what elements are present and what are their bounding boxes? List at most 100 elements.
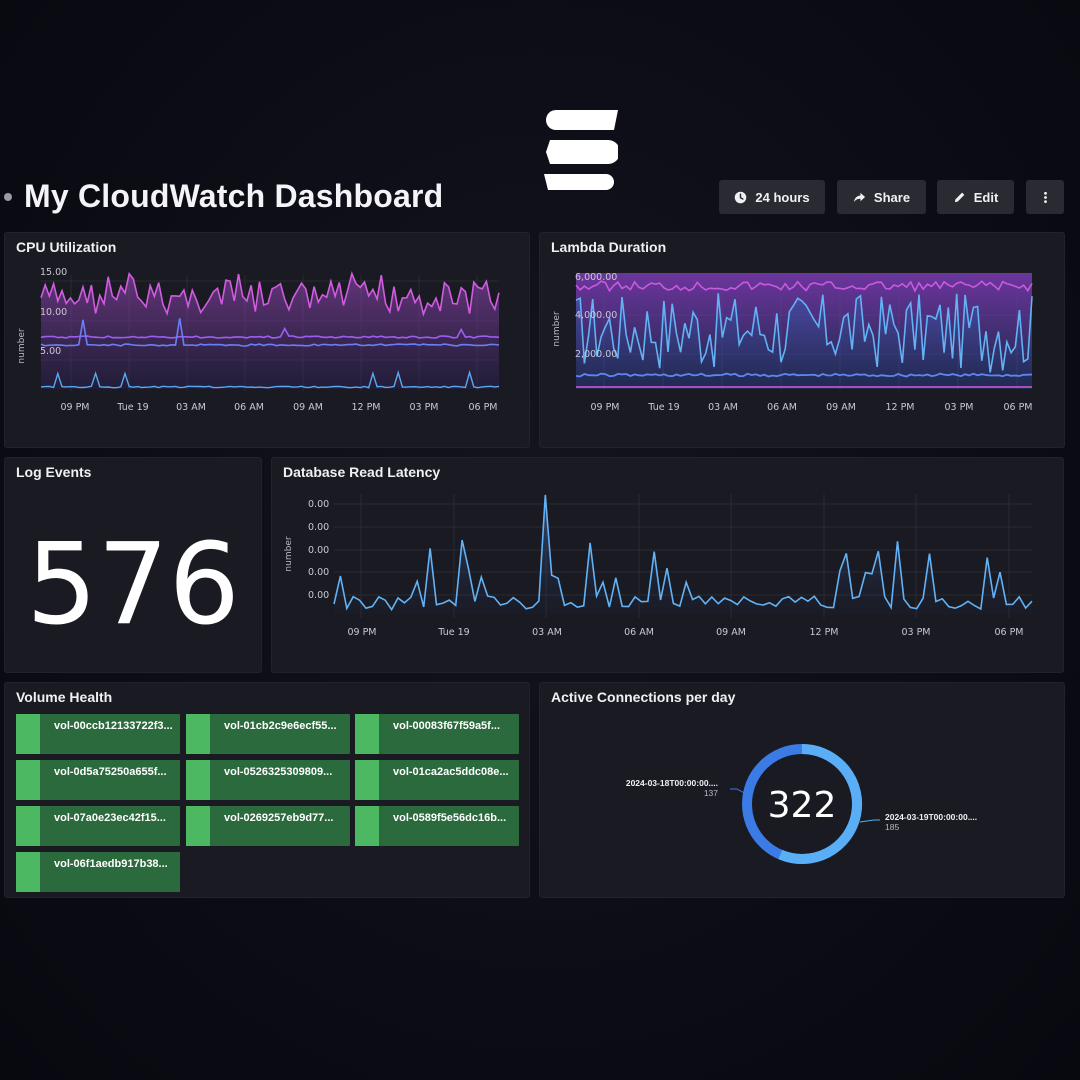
volume-status-indicator	[186, 714, 210, 754]
x-tick-label: 03 PM	[944, 402, 973, 413]
active-connections-panel[interactable]: Active Connections per day 322 2024-03-1…	[539, 682, 1065, 898]
donut-slice-2024-03-19[interactable]	[778, 744, 863, 864]
x-tick-label: Tue 19	[437, 627, 469, 638]
volume-id: vol-01cb2c9e6ecf55...	[224, 720, 337, 732]
volume-health-panel[interactable]: Volume Health vol-00ccb12133722f3... vol…	[4, 682, 530, 898]
volume-status-indicator	[16, 714, 40, 754]
volume-status-indicator	[355, 760, 379, 800]
volume-tile[interactable]: vol-0d5a75250a655f...	[16, 760, 180, 800]
y-tick-label: 6,000.00	[575, 272, 617, 283]
x-tick-label: 03 AM	[708, 402, 738, 413]
database-read-latency-panel[interactable]: Database Read Latency number 0.00	[271, 457, 1064, 673]
volume-status-indicator	[186, 806, 210, 846]
volume-status-indicator	[16, 852, 40, 892]
volume-status-indicator	[186, 760, 210, 800]
cpu-magenta-series-line	[40, 271, 500, 317]
x-tick-label: Tue 19	[116, 402, 148, 413]
y-tick-label: 10.00	[40, 307, 67, 318]
pencil-icon	[954, 192, 965, 202]
title-bullet-icon	[4, 193, 12, 201]
brand-s-logo	[544, 110, 618, 190]
cpu-utilization-chart[interactable]: number 15.00 10.00 5.00 09 PM Tue 19 03 …	[5, 233, 531, 449]
x-tick-label: 12 PM	[351, 402, 380, 413]
x-tick-label: 12 PM	[885, 402, 914, 413]
cpu-blue-series-line	[40, 318, 500, 347]
y-axis-label: number	[552, 311, 562, 346]
share-icon	[853, 192, 865, 202]
log-events-count: 576	[26, 520, 240, 650]
x-tick-label: 12 PM	[809, 627, 838, 638]
y-tick-label: 15.00	[40, 267, 67, 278]
database-read-latency-chart[interactable]: number 0.00 0.00 0.00 0.00 0.00 09 PM Tu…	[272, 458, 1065, 674]
cpu-lightblue-series-line	[40, 369, 500, 389]
slice-value: 185	[885, 822, 899, 832]
volume-tile[interactable]: vol-01cb2c9e6ecf55...	[186, 714, 350, 754]
lambda-blue-baseline-line	[575, 372, 1033, 378]
time-range-button[interactable]: 24 hours	[719, 180, 825, 214]
volume-id: vol-00083f67f59a5f...	[393, 720, 501, 732]
cpu-purple-series-line	[40, 326, 500, 339]
volume-tile[interactable]: vol-0589f5e56dc16b...	[355, 806, 519, 846]
active-connections-donut-chart[interactable]: 322 2024-03-18T00:00:00.... 137 2024-03-…	[540, 683, 1066, 899]
log-events-panel[interactable]: Log Events 576	[4, 457, 262, 673]
lambda-duration-panel[interactable]: Lambda Duration	[539, 232, 1065, 448]
volume-id: vol-07a0e23ec42f15...	[54, 812, 166, 824]
y-tick-label: 0.00	[308, 590, 329, 601]
slice-label: 2024-03-18T00:00:00....	[626, 778, 718, 788]
slice-leader-line	[859, 819, 880, 823]
donut-total: 322	[768, 785, 837, 826]
cpu-area-fill	[41, 273, 499, 389]
lambda-duration-chart[interactable]: number 6,000.00 4,000.00 2,000.00 09 PM …	[540, 233, 1066, 449]
volume-tile[interactable]: vol-07a0e23ec42f15...	[16, 806, 180, 846]
y-tick-label: 5.00	[40, 346, 61, 357]
volume-tile[interactable]: vol-06f1aedb917b38...	[16, 852, 180, 892]
y-tick-label: 0.00	[308, 567, 329, 578]
x-tick-label: 09 AM	[716, 627, 746, 638]
x-tick-label: 09 PM	[590, 402, 619, 413]
volume-status-indicator	[16, 806, 40, 846]
x-tick-label: 06 AM	[234, 402, 264, 413]
db-latency-series-line	[333, 494, 1033, 612]
volume-tile[interactable]: vol-00083f67f59a5f...	[355, 714, 519, 754]
lambda-magenta-series-line	[575, 280, 1033, 293]
x-tick-label: 03 AM	[532, 627, 562, 638]
panel-title: Lambda Duration	[551, 239, 667, 255]
panel-title: CPU Utilization	[16, 239, 117, 255]
volume-id: vol-0d5a75250a655f...	[54, 766, 167, 778]
slice-value: 137	[704, 788, 718, 798]
x-tick-label: 03 PM	[409, 402, 438, 413]
share-button[interactable]: Share	[837, 180, 926, 214]
more-options-button[interactable]	[1026, 180, 1064, 214]
volume-status-indicator	[355, 806, 379, 846]
x-tick-label: 09 AM	[293, 402, 323, 413]
volume-tile[interactable]: vol-0269257eb9d77...	[186, 806, 350, 846]
x-tick-label: 03 AM	[176, 402, 206, 413]
x-tick-label: 09 PM	[60, 402, 89, 413]
y-tick-label: 0.00	[308, 499, 329, 510]
volume-status-indicator	[355, 714, 379, 754]
x-tick-label: 06 AM	[767, 402, 797, 413]
x-tick-label: 06 PM	[1003, 402, 1032, 413]
x-tick-label: Tue 19	[647, 402, 679, 413]
x-tick-label: 09 AM	[826, 402, 856, 413]
x-tick-label: 03 PM	[901, 627, 930, 638]
page-title: My CloudWatch Dashboard	[24, 178, 444, 214]
edit-button[interactable]: Edit	[937, 180, 1014, 214]
panel-title: Volume Health	[16, 689, 113, 705]
y-axis-label: number	[284, 536, 294, 571]
volume-tile[interactable]: vol-0526325309809...	[186, 760, 350, 800]
volume-tile[interactable]: vol-01ca2ac5ddc08e...	[355, 760, 519, 800]
y-tick-label: 0.00	[308, 522, 329, 533]
y-tick-label: 0.00	[308, 545, 329, 556]
lambda-lightblue-series-line	[575, 293, 1033, 373]
cpu-utilization-panel[interactable]: CPU Utilization number 15.00 10	[4, 232, 530, 448]
panel-title: Active Connections per day	[551, 689, 736, 705]
volume-tile[interactable]: vol-00ccb12133722f3...	[16, 714, 180, 754]
volume-id: vol-0589f5e56dc16b...	[393, 812, 507, 824]
share-label: Share	[873, 189, 911, 205]
x-tick-label: 09 PM	[347, 627, 376, 638]
volume-status-indicator	[16, 760, 40, 800]
volume-id: vol-00ccb12133722f3...	[54, 720, 173, 732]
slice-leader-line	[730, 788, 747, 795]
x-tick-label: 06 AM	[624, 627, 654, 638]
